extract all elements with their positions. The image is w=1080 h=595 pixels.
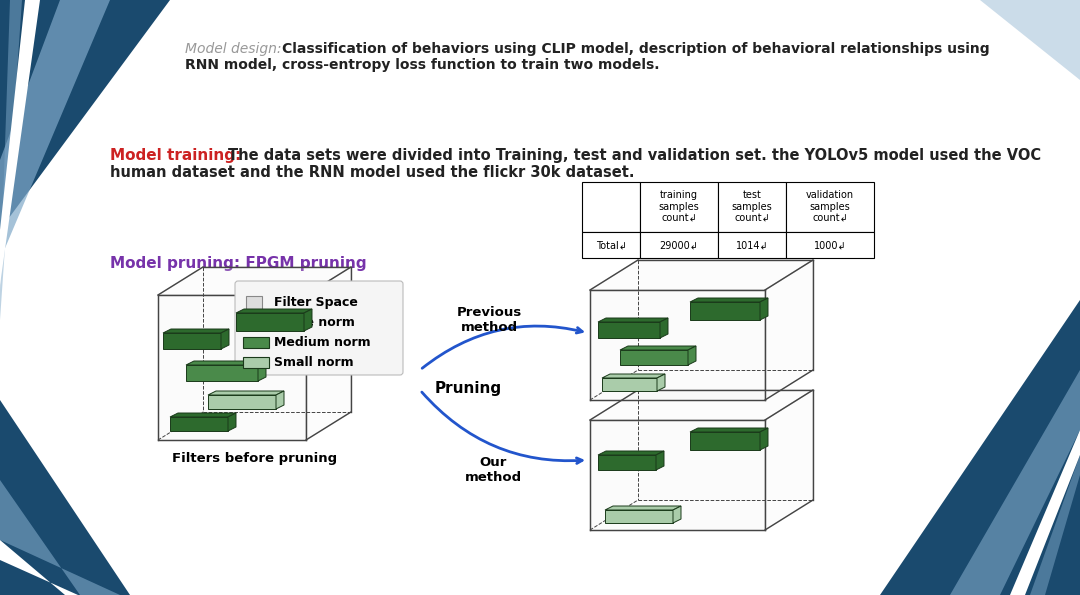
Text: Large norm: Large norm — [274, 316, 355, 329]
Polygon shape — [170, 413, 237, 417]
Polygon shape — [620, 346, 696, 350]
Polygon shape — [228, 413, 237, 431]
Bar — [786, 232, 874, 258]
Polygon shape — [950, 370, 1080, 595]
Polygon shape — [690, 428, 768, 432]
Polygon shape — [673, 506, 681, 523]
Text: Total↲: Total↲ — [595, 240, 626, 250]
Text: Filters before pruning: Filters before pruning — [172, 452, 337, 465]
Polygon shape — [1030, 455, 1080, 595]
Text: The data sets were divided into Training, test and validation set. the YOLOv5 mo: The data sets were divided into Training… — [228, 148, 1041, 163]
Text: test
samples
count↲: test samples count↲ — [731, 190, 772, 224]
Polygon shape — [0, 400, 130, 595]
Polygon shape — [690, 302, 760, 320]
Polygon shape — [276, 391, 284, 409]
Bar — [246, 296, 262, 309]
Polygon shape — [0, 0, 22, 320]
Text: RNN model, cross-entropy loss function to train two models.: RNN model, cross-entropy loss function t… — [185, 58, 660, 72]
Polygon shape — [186, 365, 258, 381]
Text: 29000↲: 29000↲ — [660, 240, 699, 250]
Polygon shape — [208, 395, 276, 409]
Polygon shape — [221, 329, 229, 349]
Polygon shape — [306, 267, 351, 440]
Polygon shape — [602, 378, 657, 391]
Polygon shape — [590, 390, 813, 420]
Polygon shape — [598, 322, 660, 338]
Polygon shape — [660, 318, 669, 338]
Polygon shape — [602, 374, 665, 378]
Polygon shape — [158, 267, 351, 295]
Polygon shape — [880, 300, 1080, 595]
FancyBboxPatch shape — [235, 281, 403, 375]
Bar — [582, 232, 640, 258]
Polygon shape — [590, 420, 765, 530]
Polygon shape — [237, 313, 303, 331]
Text: Previous
method: Previous method — [457, 306, 522, 334]
Text: training
samples
count↲: training samples count↲ — [659, 190, 700, 224]
Polygon shape — [237, 309, 312, 313]
Polygon shape — [258, 361, 266, 381]
Polygon shape — [590, 260, 813, 290]
Text: 1014↲: 1014↲ — [735, 240, 768, 250]
Polygon shape — [598, 451, 664, 455]
Text: validation
samples
count↲: validation samples count↲ — [806, 190, 854, 224]
Polygon shape — [158, 295, 306, 440]
Polygon shape — [657, 374, 665, 391]
Polygon shape — [765, 390, 813, 530]
Bar — [786, 182, 874, 232]
Polygon shape — [605, 510, 673, 523]
Polygon shape — [688, 346, 696, 365]
Polygon shape — [208, 391, 284, 395]
Polygon shape — [303, 309, 312, 331]
Polygon shape — [620, 350, 688, 365]
Text: Our
method: Our method — [464, 456, 522, 484]
Bar — [243, 337, 269, 348]
Polygon shape — [170, 417, 228, 431]
Bar — [243, 357, 269, 368]
Polygon shape — [690, 298, 768, 302]
Polygon shape — [186, 361, 266, 365]
Polygon shape — [0, 540, 78, 595]
Bar — [718, 182, 786, 232]
Text: Model design:: Model design: — [185, 42, 282, 56]
Polygon shape — [163, 333, 221, 349]
Polygon shape — [598, 318, 669, 322]
Text: 1000↲: 1000↲ — [813, 240, 847, 250]
Bar — [640, 232, 718, 258]
Polygon shape — [760, 428, 768, 450]
Bar — [582, 182, 640, 232]
Polygon shape — [0, 0, 110, 260]
Text: Classification of behaviors using CLIP model, description of behavioral relation: Classification of behaviors using CLIP m… — [282, 42, 989, 56]
Bar — [718, 232, 786, 258]
Polygon shape — [605, 506, 681, 510]
Polygon shape — [656, 451, 664, 470]
Polygon shape — [590, 290, 765, 400]
Text: Pruning: Pruning — [435, 380, 502, 396]
Text: Model training:: Model training: — [110, 148, 241, 163]
Text: Filter Space: Filter Space — [274, 296, 357, 309]
Text: Model pruning: FPGM pruning: Model pruning: FPGM pruning — [110, 256, 366, 271]
Polygon shape — [163, 329, 229, 333]
Polygon shape — [760, 298, 768, 320]
Polygon shape — [598, 455, 656, 470]
Text: human dataset and the RNN model used the flickr 30k dataset.: human dataset and the RNN model used the… — [110, 165, 635, 180]
Polygon shape — [690, 432, 760, 450]
Polygon shape — [0, 0, 170, 230]
Polygon shape — [765, 260, 813, 400]
Polygon shape — [0, 0, 40, 285]
Text: Small norm: Small norm — [274, 356, 353, 369]
Bar — [640, 182, 718, 232]
Polygon shape — [980, 0, 1080, 80]
Text: Medium norm: Medium norm — [274, 336, 370, 349]
Bar — [243, 317, 269, 328]
Polygon shape — [0, 480, 120, 595]
Polygon shape — [1010, 430, 1080, 595]
